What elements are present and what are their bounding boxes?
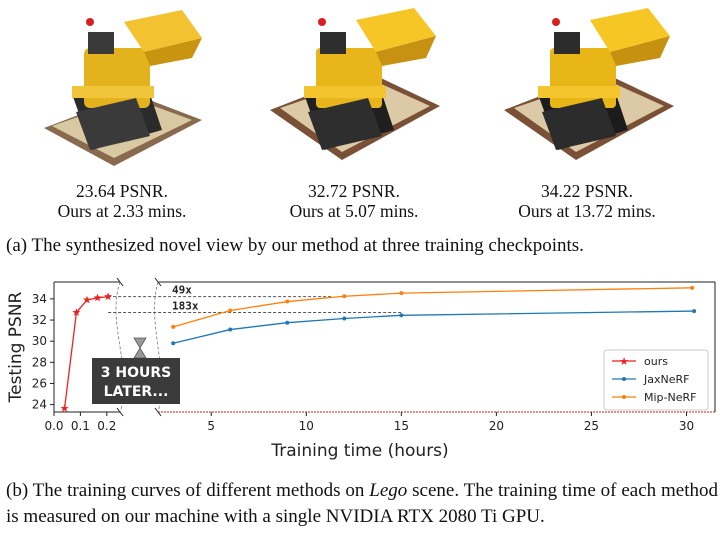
speedup-label: 183x	[172, 299, 199, 312]
x-tick-label: 10	[299, 419, 314, 433]
y-tick-label: 32	[32, 313, 47, 327]
mipnerf-point	[342, 294, 347, 299]
mipnerf-line	[173, 287, 693, 328]
jaxnerf-line	[173, 310, 695, 344]
psnr-value: 32.72 PSNR.	[308, 181, 400, 201]
legend-marker-dot	[622, 395, 626, 399]
caption-b-suffix: scene. The training time of each method …	[6, 480, 718, 527]
render-caption-3: 34.22 PSNR. Ours at 13.72 mins.	[487, 181, 687, 221]
legend-marker-dot	[622, 377, 626, 381]
x-tick-label: 25	[584, 419, 599, 433]
x-tick-label: 0.1	[71, 419, 90, 433]
legend-entry: Mip-NeRF	[644, 391, 696, 404]
jaxnerf-point	[285, 320, 290, 325]
speedup-label: 49x	[172, 284, 192, 297]
psnr-value: 34.22 PSNR.	[541, 181, 633, 201]
hourglass-icon	[133, 337, 147, 359]
jaxnerf-point	[171, 341, 176, 346]
time-value: Ours at 13.72 mins.	[518, 201, 656, 221]
render-checkpoint-3	[498, 2, 676, 180]
figure-caption-a: (a) The synthesized novel view by our me…	[6, 235, 584, 256]
jaxnerf-point	[399, 313, 404, 318]
x-tick-label: 0.0	[44, 419, 63, 433]
mipnerf-point	[285, 299, 290, 304]
y-tick-label: 24	[32, 398, 47, 412]
legend-box	[603, 349, 709, 411]
jaxnerf-point	[228, 327, 233, 332]
ours-point	[60, 404, 69, 412]
render-caption-1: 23.64 PSNR. Ours at 2.33 mins.	[22, 181, 222, 221]
render-checkpoint-2	[264, 2, 442, 180]
mipnerf-point	[228, 308, 233, 313]
render-caption-2: 32.72 PSNR. Ours at 5.07 mins.	[254, 181, 454, 221]
legend-entry: JaxNeRF	[643, 373, 689, 386]
time-value: Ours at 5.07 mins.	[289, 201, 419, 221]
jaxnerf-point	[342, 316, 347, 321]
jaxnerf-point	[692, 309, 697, 314]
time-value: Ours at 2.33 mins.	[57, 201, 187, 221]
x-tick-label: 0.2	[97, 419, 116, 433]
x-tick-label: 20	[489, 419, 504, 433]
render-checkpoint-1	[32, 2, 210, 180]
mipnerf-point	[690, 285, 695, 290]
x-tick-label: 30	[679, 419, 694, 433]
ours-point	[93, 293, 102, 302]
x-tick-label: 5	[207, 419, 215, 433]
break-label-line-1: 3 HOURS	[101, 365, 171, 381]
ours-point	[72, 308, 81, 316]
x-tick-label: 15	[394, 419, 409, 433]
training-curve-chart: 3 HOURS LATER... 24 26 28 30 32 34 0.0 0.1 0.2 5 10 1…	[0, 264, 723, 476]
legend-marker-star: ★	[619, 356, 629, 368]
figure-caption-b: (b) The training curves of different met…	[6, 478, 718, 530]
caption-b-prefix: (b) The training curves of different met…	[6, 480, 370, 501]
psnr-value: 23.64 PSNR.	[76, 181, 168, 201]
y-tick-label: 28	[32, 355, 47, 369]
legend-entry: ours	[644, 355, 668, 368]
y-tick-label: 34	[32, 292, 47, 306]
mipnerf-point	[171, 324, 176, 329]
ours-point	[104, 292, 113, 300]
y-tick-label: 30	[32, 334, 47, 348]
scene-name: Lego	[369, 480, 408, 501]
ours-point	[83, 295, 91, 304]
mipnerf-point	[399, 291, 404, 296]
break-label-line-2: LATER...	[104, 384, 169, 400]
y-tick-label: 26	[32, 376, 47, 390]
x-axis-label: Training time (hours)	[270, 441, 448, 461]
y-axis-label: Testing PSNR	[6, 291, 26, 403]
break-label-box	[92, 358, 180, 404]
